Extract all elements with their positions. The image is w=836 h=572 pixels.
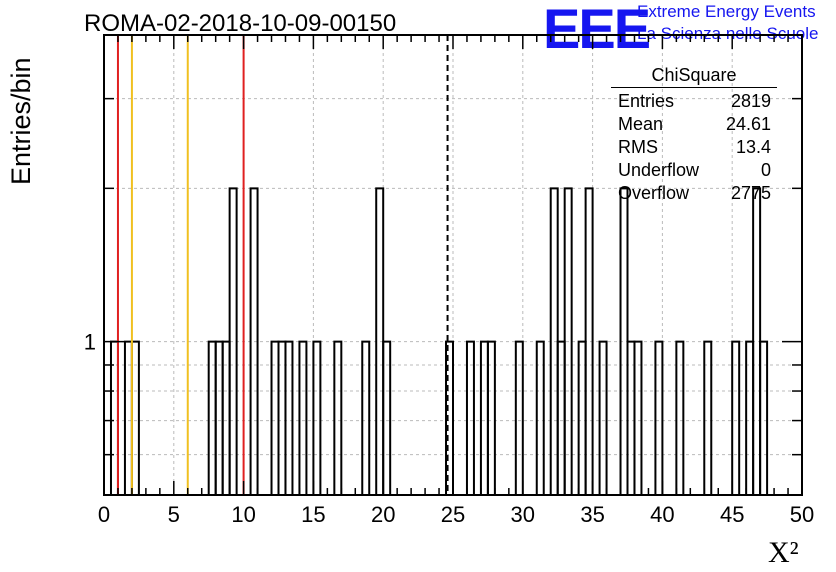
stats-value: 2775 bbox=[730, 183, 771, 203]
x-tick-label: 45 bbox=[720, 502, 744, 527]
stats-value: 24.61 bbox=[725, 114, 771, 134]
x-axis-label-text: X² bbox=[768, 536, 799, 569]
stats-label: Underflow bbox=[618, 160, 700, 180]
stats-label: Entries bbox=[618, 91, 675, 111]
histogram-bin bbox=[361, 340, 371, 495]
stats-title: ChiSquare bbox=[611, 65, 777, 88]
stats-row-overflow: Overflow 2775 bbox=[611, 182, 777, 205]
stats-value: 2819 bbox=[730, 91, 771, 111]
stats-row-entries: Entries 2819 bbox=[611, 90, 777, 113]
histogram-bin bbox=[228, 187, 238, 495]
eee-logo: EEE bbox=[543, 0, 651, 60]
histogram-bin bbox=[633, 340, 643, 495]
histogram-bin bbox=[312, 340, 322, 495]
stats-value: 13.4 bbox=[735, 137, 771, 157]
chart-title: ROMA-02-2018-10-09-00150 bbox=[84, 10, 397, 37]
x-tick-label: 25 bbox=[441, 502, 465, 527]
histogram-bin bbox=[654, 340, 664, 495]
stats-value: 0 bbox=[760, 160, 771, 180]
histogram-bin bbox=[249, 187, 259, 495]
x-tick-label: 10 bbox=[231, 502, 255, 527]
histogram-bin bbox=[598, 340, 608, 495]
x-tick-label: 30 bbox=[511, 502, 535, 527]
x-tick-label: 15 bbox=[301, 502, 325, 527]
stats-row-underflow: Underflow 0 bbox=[611, 159, 777, 182]
histogram-bin bbox=[382, 340, 392, 495]
x-tick-label: 50 bbox=[790, 502, 814, 527]
histogram-bin bbox=[759, 340, 769, 495]
histogram-bin bbox=[298, 340, 308, 495]
histogram-bin bbox=[703, 340, 713, 495]
histogram-bin bbox=[731, 340, 741, 495]
stats-box: ChiSquare Entries 2819 Mean 24.61 RMS 13… bbox=[611, 65, 777, 205]
histogram-bin bbox=[675, 340, 685, 495]
y-axis-label: Entries/bin bbox=[6, 57, 36, 185]
x-tick-label: 20 bbox=[371, 502, 395, 527]
y-tick-label: 1 bbox=[84, 330, 96, 355]
x-axis-label: X² bbox=[768, 536, 799, 570]
histogram-bin bbox=[333, 340, 343, 495]
x-tick-label: 40 bbox=[650, 502, 674, 527]
stats-label: RMS bbox=[618, 137, 658, 157]
histogram-bin bbox=[445, 340, 454, 495]
histogram-bin bbox=[284, 340, 294, 495]
stats-row-mean: Mean 24.61 bbox=[611, 113, 777, 136]
stats-label: Overflow bbox=[618, 183, 690, 203]
brand-line-2: La Scienza nelle Scuole bbox=[637, 24, 819, 43]
stats-label: Mean bbox=[618, 114, 664, 134]
histogram-bin bbox=[465, 340, 475, 495]
x-tick-label: 5 bbox=[168, 502, 180, 527]
histogram-bin bbox=[486, 340, 496, 495]
brand-line-1: Extreme Energy Events bbox=[637, 2, 816, 21]
x-tick-label: 35 bbox=[580, 502, 604, 527]
x-tick-label: 0 bbox=[98, 502, 110, 527]
histogram-bin bbox=[514, 340, 524, 495]
histogram-bin bbox=[584, 187, 594, 495]
histogram-bin bbox=[563, 187, 573, 495]
histogram-bin bbox=[535, 340, 545, 495]
stats-row-rms: RMS 13.4 bbox=[611, 136, 777, 159]
